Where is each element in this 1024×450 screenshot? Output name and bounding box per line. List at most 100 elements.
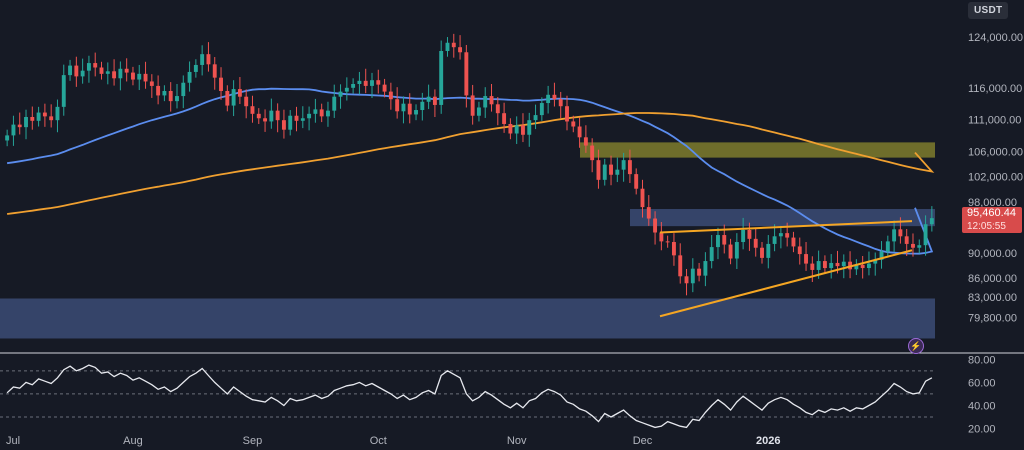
candle-body (319, 109, 324, 117)
candle-body (684, 276, 689, 284)
candle-body (294, 115, 299, 121)
candle-body (722, 235, 727, 245)
price-tick-label: 111,000.00 (968, 115, 1021, 127)
last-price-value: 95,460.44 (967, 207, 1016, 219)
candle-body (231, 89, 236, 106)
candle-body (445, 42, 450, 51)
time-axis[interactable]: Jul Aug Sep Oct Nov Dec 2026 (6, 435, 781, 447)
candle-body (533, 115, 538, 121)
price-tick-label: 86,000.00 (968, 273, 1017, 285)
rsi-tick-label: 20.00 (968, 424, 996, 436)
candle-body (237, 89, 242, 97)
candle-body (187, 71, 192, 83)
candle-body (451, 42, 456, 48)
candle-body (634, 174, 639, 189)
candle-body (275, 110, 280, 121)
candle-body (250, 106, 255, 114)
price-tick-label: 106,000.00 (968, 146, 1023, 158)
candle-body (822, 261, 827, 269)
candle-body (565, 106, 569, 122)
candle-body (42, 112, 47, 117)
candle-body (558, 99, 563, 107)
candle-body (577, 126, 582, 138)
candle-body (344, 87, 349, 92)
triangle-support-line (659, 249, 913, 318)
candle-body (313, 109, 318, 114)
price-axis[interactable]: 124,000.00 116,000.00 111,000.00 106,000.00… (968, 32, 1023, 325)
candle-body (338, 91, 343, 97)
price-tick-label: 83,000.00 (968, 292, 1017, 304)
candle-body (193, 64, 198, 72)
candle-body (162, 90, 167, 96)
candle-body (124, 68, 129, 73)
candle-body (521, 125, 525, 135)
candle-body (911, 243, 915, 248)
supply-zone (580, 142, 935, 158)
candle-body (495, 104, 500, 114)
candle-body (439, 51, 444, 105)
zones-layer (0, 142, 935, 339)
trendlines-layer (659, 220, 913, 318)
candle-body (206, 54, 211, 65)
candle-body (879, 251, 884, 260)
candle-body (112, 71, 117, 79)
price-tick-label: 90,000.00 (968, 248, 1017, 260)
candle-body (395, 99, 400, 112)
candle-body (866, 263, 871, 269)
price-tick-label: 102,000.00 (968, 172, 1023, 184)
candle-body (734, 242, 739, 259)
candle-body (483, 96, 488, 108)
candle-body (671, 242, 676, 256)
candle-body (527, 120, 532, 135)
candle-body (263, 118, 268, 122)
candle-body (804, 254, 808, 264)
candle-body (432, 96, 437, 105)
rsi-line (6, 364, 933, 429)
candle-body (11, 124, 16, 136)
candle-body (552, 94, 557, 100)
flash-icon[interactable]: ⚡ (908, 338, 924, 354)
candle-body (300, 118, 305, 121)
candle-body (476, 107, 481, 116)
candle-body (212, 64, 217, 78)
candle-body (175, 96, 179, 102)
candle-body (131, 72, 135, 80)
candle-body (898, 229, 903, 237)
rsi-tick-label: 40.00 (968, 400, 996, 412)
time-tick-label: Nov (507, 435, 527, 447)
currency-badge[interactable]: USDT (968, 2, 1009, 19)
candle-body (791, 237, 796, 247)
candle-body (200, 54, 205, 65)
candle-body (621, 160, 626, 170)
candle-body (351, 84, 356, 88)
candle-body (741, 229, 746, 243)
candle-body (105, 71, 110, 74)
candle-body (583, 137, 588, 146)
candle-body (653, 218, 658, 233)
candle-body (546, 94, 551, 104)
candle-body (118, 68, 123, 79)
candle-body (885, 241, 890, 252)
candle-body (156, 85, 161, 96)
triangle-resistance-line (659, 220, 913, 234)
candle-body (458, 47, 463, 53)
candle-body (766, 243, 771, 258)
candle-body (464, 52, 469, 96)
candle-body (514, 125, 519, 134)
candle-body (747, 229, 752, 239)
candle-body (307, 113, 312, 119)
candle-body (873, 259, 878, 264)
candle-body (36, 112, 41, 121)
candle-body (609, 164, 613, 175)
candle-body (678, 255, 683, 277)
last-price-tag: 95,460.44 12:05:55 (962, 207, 1022, 233)
candle-body (816, 261, 821, 270)
candle-body (923, 224, 928, 246)
candle-body (502, 113, 507, 124)
candle-body (810, 263, 815, 270)
candle-body (772, 236, 777, 244)
candle-body (703, 261, 708, 276)
candle-body (244, 96, 249, 107)
candle-body (24, 117, 28, 128)
candle-body (797, 246, 802, 255)
